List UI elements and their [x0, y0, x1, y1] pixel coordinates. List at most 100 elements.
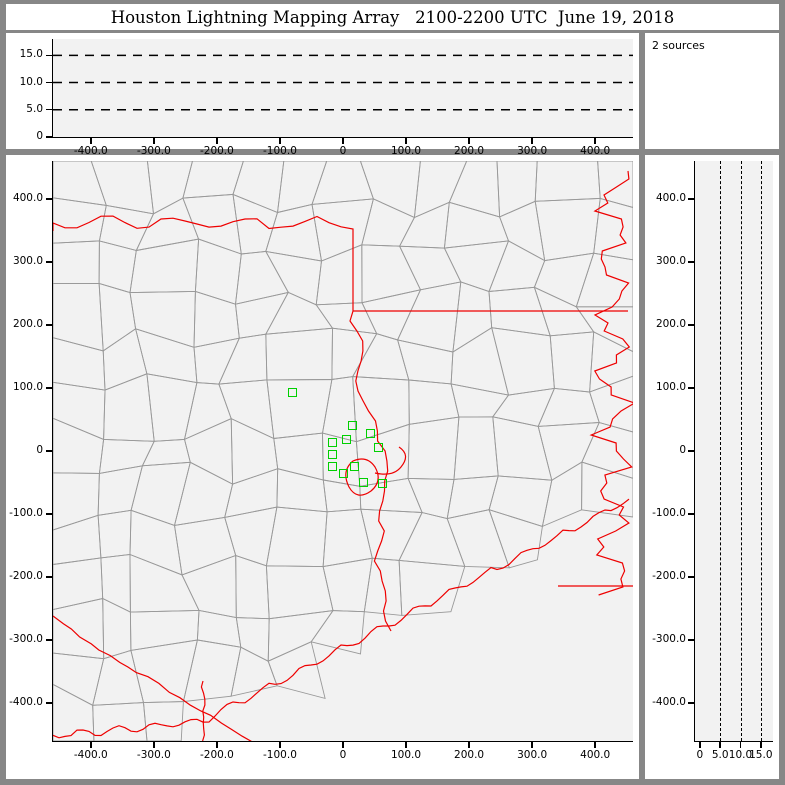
plan-view-map-plot-area[interactable]: [53, 161, 633, 741]
y-tick-label: -400.0: [652, 696, 686, 709]
county-outline: [53, 381, 106, 441]
county-outline: [491, 327, 555, 396]
county-outline: [193, 290, 240, 348]
x-tick: [342, 137, 344, 144]
county-outline: [322, 508, 373, 568]
altitude-gridline: [740, 161, 742, 741]
lma-station-marker[interactable]: [328, 450, 338, 460]
x-tick-label: -100.0: [263, 749, 297, 761]
county-outline: [264, 250, 322, 306]
x-tick-label: 400.0: [580, 145, 611, 157]
lma-station-marker[interactable]: [328, 437, 338, 447]
y-tick-label: 0: [36, 130, 43, 142]
county-outline: [135, 197, 200, 252]
lma-station-marker[interactable]: [339, 469, 349, 479]
y-tick: [688, 702, 695, 704]
x-tick-label: -300.0: [136, 749, 171, 761]
county-outline: [90, 161, 155, 215]
lma-station-marker[interactable]: [366, 428, 376, 438]
county-outline: [265, 327, 333, 381]
county-outline: [276, 161, 328, 214]
county-outline: [267, 641, 326, 700]
county-outline: [230, 646, 278, 697]
x-tick-label: -200.0: [199, 145, 234, 157]
lma-station-marker[interactable]: [342, 435, 352, 445]
y-tick: [688, 198, 695, 200]
county-outline: [589, 331, 633, 393]
county-outline: [218, 333, 268, 385]
county-outline: [407, 477, 455, 520]
county-outline: [129, 609, 200, 651]
x-tick: [279, 137, 281, 144]
county-outline: [102, 597, 132, 660]
y-tick-label: 10.0: [19, 75, 43, 88]
county-outline: [453, 416, 499, 480]
x-tick-label: -300.0: [136, 145, 171, 157]
plan-view-map-panel[interactable]: -400.0 -300.0 -200.0 -100.0 0 100.0 200.0 300.0…: [6, 155, 639, 779]
county-outline: [331, 327, 378, 381]
altitude-latitude-plot-area[interactable]: [695, 161, 773, 741]
y-axis-line: [52, 39, 54, 137]
y-tick: [46, 702, 53, 704]
county-outline: [398, 201, 450, 249]
county-outline: [452, 281, 493, 353]
time-altitude-plot-area[interactable]: [53, 39, 633, 137]
x-tick: [153, 137, 155, 144]
county-outline: [488, 240, 546, 293]
county-outline: [193, 337, 241, 385]
county-outline: [311, 198, 374, 262]
county-outline: [276, 468, 328, 513]
y-tick-label: 100.0: [12, 380, 43, 393]
county-outline: [53, 597, 105, 660]
y-tick: [688, 261, 695, 263]
county-outline: [183, 382, 232, 441]
lma-station-marker[interactable]: [350, 461, 360, 471]
county-outline: [100, 553, 131, 613]
map-canvas: [53, 161, 633, 741]
county-outline: [541, 461, 583, 528]
altitude-latitude-panel[interactable]: -400.0 -300.0 -200.0 -100.0 0 100.0 200.0 300.0…: [645, 155, 779, 779]
county-outline: [322, 557, 373, 613]
lma-station-marker[interactable]: [288, 387, 298, 397]
x-tick-label: 0: [339, 145, 347, 157]
x-tick: [279, 741, 281, 748]
y-tick: [46, 109, 53, 111]
y-tick-label: 100.0: [655, 380, 686, 393]
x-tick-label: 100.0: [391, 145, 422, 157]
county-outline: [173, 461, 234, 526]
county-outline: [575, 252, 633, 308]
y-tick-label: -300.0: [652, 633, 686, 646]
county-outline: [321, 376, 357, 443]
state-boundaries: [53, 170, 633, 741]
lma-station-marker[interactable]: [359, 478, 369, 488]
x-tick: [699, 741, 701, 748]
county-outline: [359, 161, 421, 219]
y-tick-label: -100.0: [652, 507, 686, 520]
rio-grande-border: [53, 615, 252, 741]
county-outline: [361, 244, 422, 304]
y-tick-label: -400.0: [9, 696, 43, 709]
y-tick: [46, 576, 53, 578]
y-tick-label: 300.0: [655, 254, 686, 267]
time-altitude-panel[interactable]: 0 5.0 10.0 15.0 -400.0 -300.0 -200.0 -100.0 0 100…: [6, 33, 639, 157]
county-outline: [53, 240, 100, 285]
trinity-bay: [374, 446, 407, 475]
county-outline: [129, 553, 200, 613]
x-tick: [405, 137, 407, 144]
x-tick-label: 10.0: [728, 749, 753, 761]
county-outline: [407, 416, 460, 480]
county-outline: [53, 557, 104, 611]
gulf-coastline: [53, 498, 630, 739]
county-outline: [499, 200, 546, 262]
county-outline: [355, 423, 410, 487]
lma-station-marker[interactable]: [378, 479, 388, 489]
county-outline: [446, 475, 499, 520]
lma-station-marker[interactable]: [373, 442, 383, 452]
x-tick-label: -400.0: [73, 749, 108, 761]
county-outline: [53, 472, 100, 531]
lma-station-marker[interactable]: [347, 421, 357, 431]
y-tick-label: 5.0: [26, 102, 43, 115]
lma-station-marker[interactable]: [328, 461, 338, 471]
y-tick: [688, 324, 695, 326]
